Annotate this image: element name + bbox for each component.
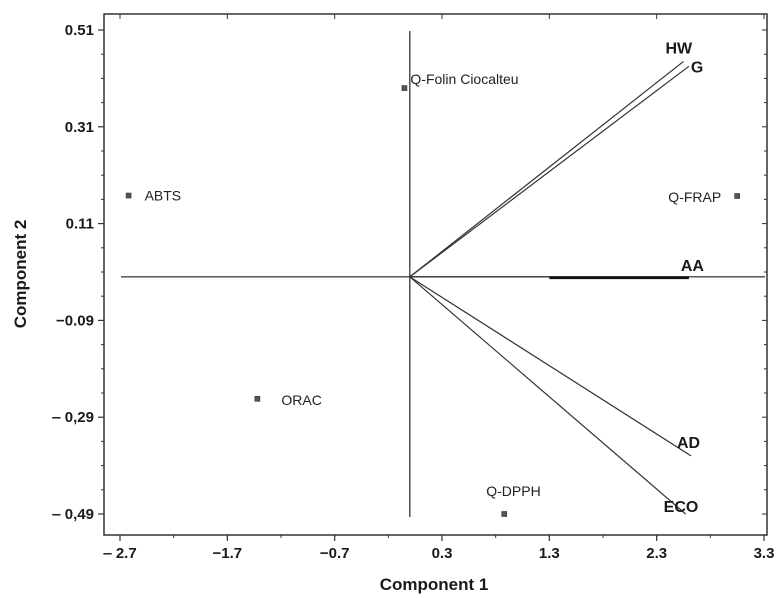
y-tick-label: ‒ 0,49 — [51, 506, 94, 523]
vector-line — [409, 276, 687, 515]
y-tick-label: 0.11 — [66, 216, 94, 233]
x-tick-label: ‒ 2.7 — [102, 545, 136, 562]
point-label: Q-DPPH — [486, 483, 540, 499]
x-tick-label: −1.7 — [213, 545, 243, 562]
y-tick-label: 0.31 — [65, 119, 94, 136]
point-marker — [501, 511, 508, 517]
y-axis-title: Component 2 — [11, 220, 30, 329]
x-tick-label: 3.3 — [754, 545, 775, 562]
points-layer: Q-Folin Ciocalteu ABTS Q-FRAP ORAC Q-DPPH — [125, 71, 740, 517]
vectors-layer: HW G AA AD ECO — [409, 40, 705, 516]
x-tick-label: 0.3 — [432, 545, 453, 562]
point-label: Q-FRAP — [668, 189, 721, 205]
point-marker — [125, 192, 132, 199]
origin-axes — [121, 31, 765, 517]
point-label: Q-Folin Ciocalteu — [410, 71, 518, 87]
vector-line — [409, 276, 692, 457]
point-marker — [254, 396, 261, 402]
y-tick-label: ‒ 0,29 — [51, 409, 94, 426]
vector-label: AD — [677, 435, 700, 452]
point-marker — [734, 193, 740, 199]
point-label: ORAC — [281, 392, 321, 408]
x-tick-label: 2.3 — [646, 545, 667, 562]
vector-line — [409, 60, 684, 278]
x-axis-title: Component 1 — [380, 575, 489, 594]
x-tick-label: −0.7 — [320, 545, 350, 562]
vector-label: ECO — [664, 499, 699, 516]
point-marker — [401, 85, 408, 91]
point-label: ABTS — [145, 188, 182, 204]
vector-label: AA — [681, 258, 705, 275]
vector-label: G — [691, 59, 703, 76]
y-tick-label: 0.51 — [65, 22, 94, 39]
x-tick-label: 1.3 — [539, 545, 560, 562]
plot-frame — [103, 13, 768, 536]
vector-label: HW — [666, 40, 694, 57]
ticks-layer: ‒ 2.7 −1.7 −0.7 0.3 1.3 2.3 3.3 0.51 0.31 0.11 −0.… — [51, 14, 774, 562]
vector-line — [409, 65, 690, 278]
y-tick-label: −0.09 — [56, 312, 94, 329]
